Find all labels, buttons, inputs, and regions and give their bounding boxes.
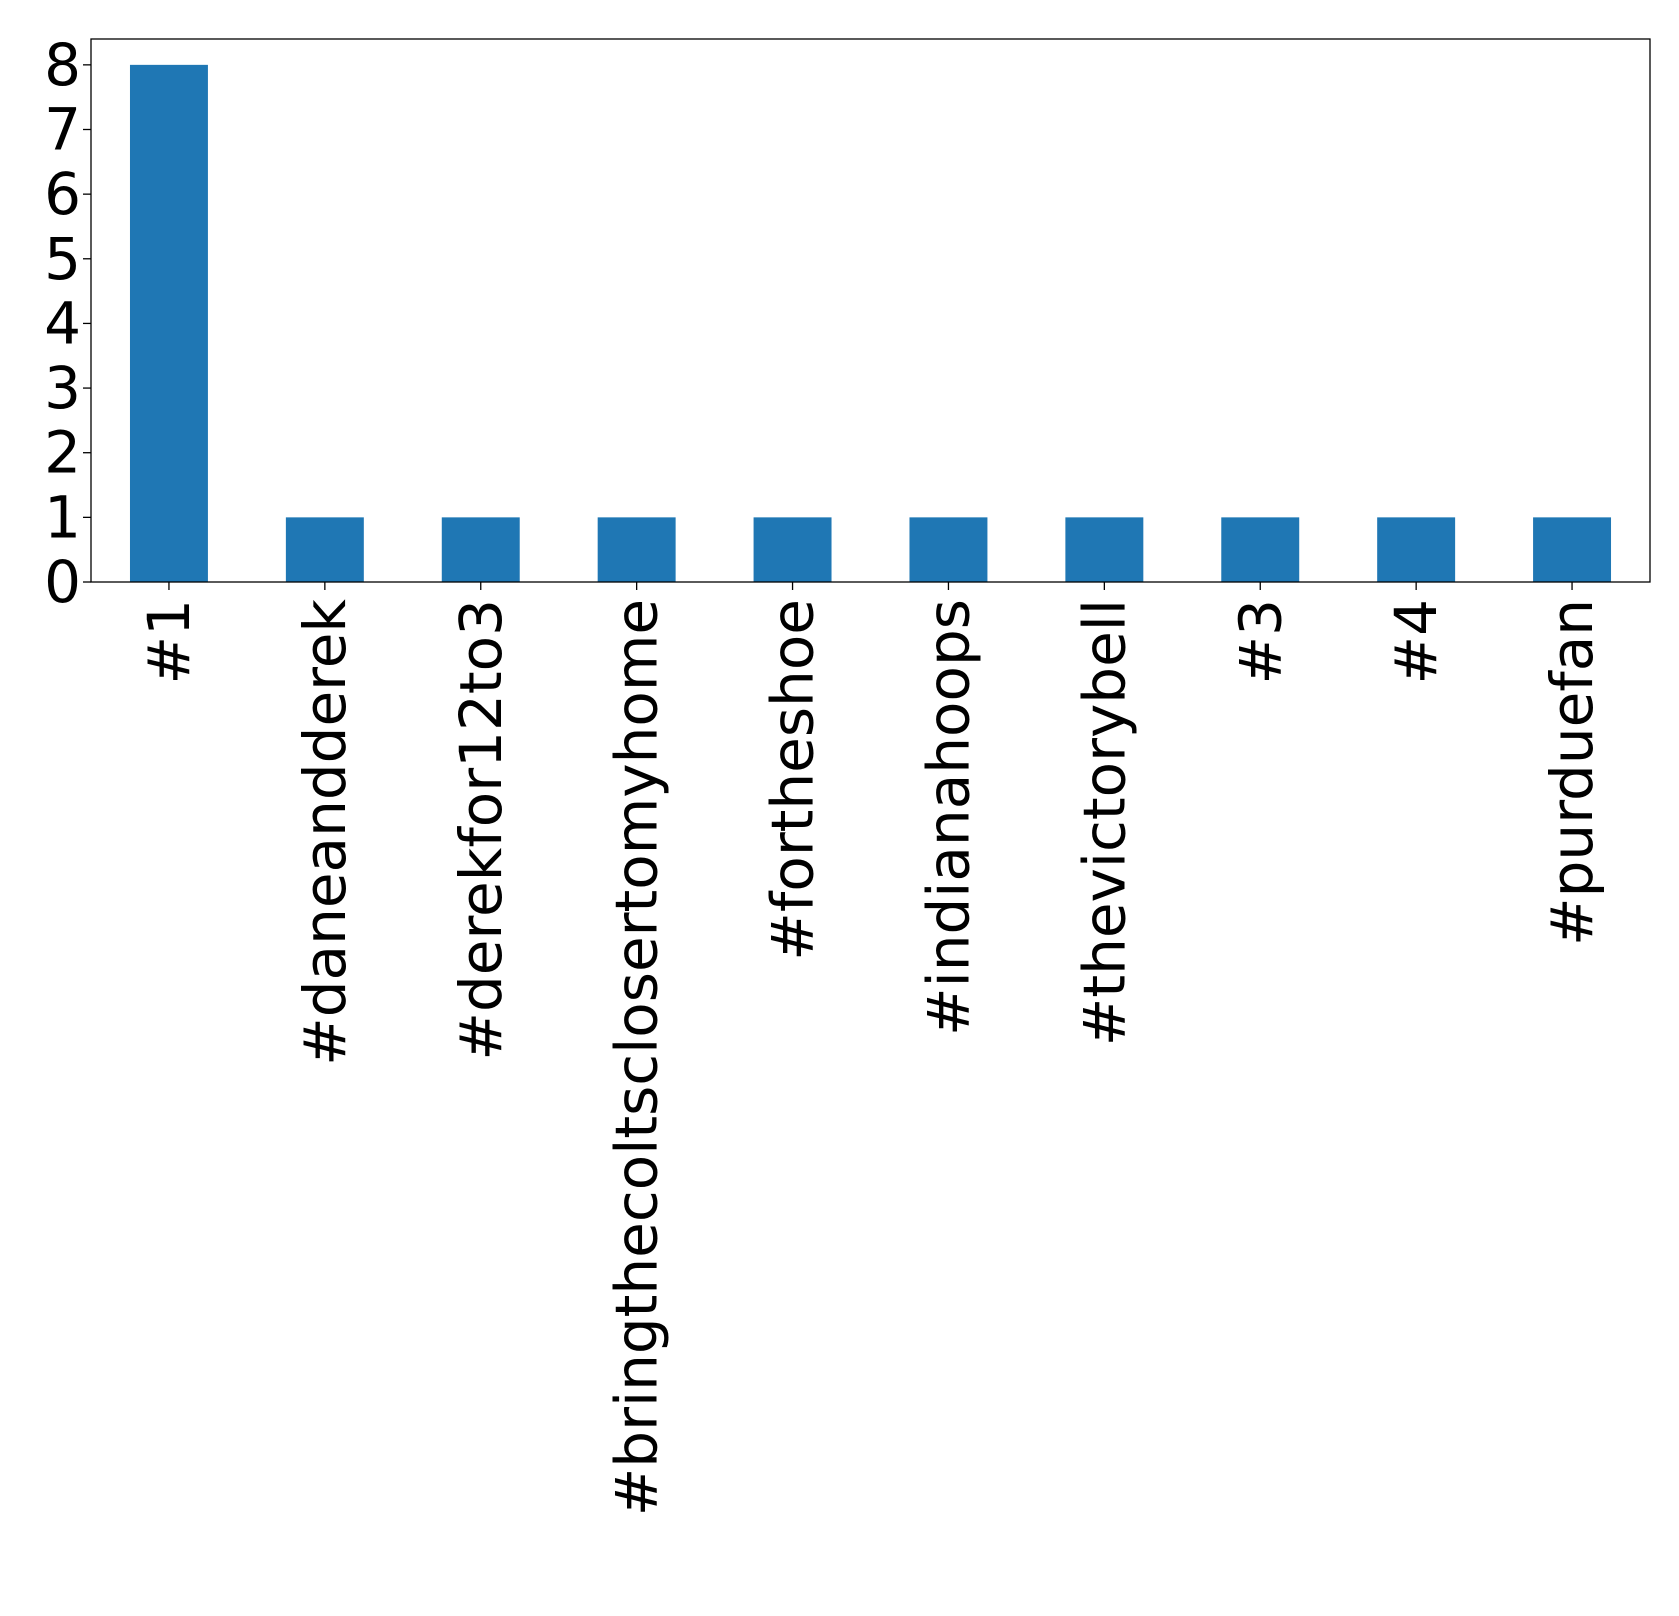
x-tick-label: #fortheshoe	[759, 599, 827, 961]
bar	[1065, 517, 1144, 582]
bar	[1533, 517, 1612, 582]
x-tick-label: #indianahoops	[914, 599, 982, 1036]
y-tick-label: 7	[44, 96, 81, 164]
x-tick-label: #derekfor12to3	[447, 599, 515, 1061]
bar	[441, 517, 520, 582]
bars-layer	[129, 64, 1612, 583]
y-tick-label: 0	[44, 548, 81, 616]
x-tick-label: #bringthecoltsclosertomyhome	[603, 599, 671, 1516]
bar	[285, 517, 364, 582]
y-tick-label: 2	[44, 419, 81, 487]
y-tick-label: 4	[44, 289, 81, 357]
x-tick-label: #4	[1382, 599, 1450, 685]
x-tick-label: #3	[1226, 599, 1294, 685]
bar	[753, 517, 832, 582]
y-tick-label: 3	[44, 354, 81, 422]
x-tick-label: #daneandderek	[291, 599, 359, 1066]
x-tick-label: #purduefan	[1538, 599, 1606, 946]
bar	[909, 517, 988, 582]
y-tick-label: 6	[44, 160, 81, 228]
x-tick-label: #1	[135, 599, 203, 685]
bar	[597, 517, 676, 582]
bar	[129, 64, 208, 583]
bar	[1221, 517, 1300, 582]
x-axis: #1 #daneandderek #derekfor12to3 #bringtheco…	[135, 582, 1606, 1516]
plot-frame	[90, 38, 1651, 583]
x-tick-label: #thevictorybell	[1070, 599, 1138, 1046]
y-tick-label: 1	[44, 483, 81, 551]
bar	[1377, 517, 1456, 582]
y-tick-label: 5	[44, 225, 81, 293]
y-tick-label: 8	[44, 31, 81, 99]
